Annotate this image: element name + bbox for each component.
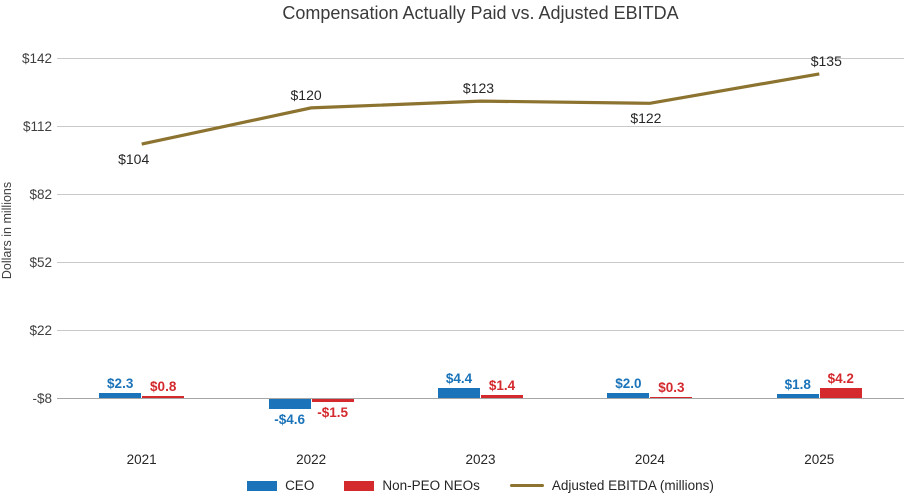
bar-value-label: $1.4 (488, 377, 516, 393)
gridline (57, 57, 904, 59)
legend-label: CEO (285, 478, 315, 493)
bar-ceo-2025 (776, 393, 819, 398)
bar-ceo-2021 (99, 392, 142, 398)
x-axis-label-2024: 2024 (634, 452, 665, 467)
y-tick-label: $142 (21, 50, 52, 66)
legend-label: Non-PEO NEOs (382, 478, 480, 493)
legend-line-swatch (509, 483, 544, 488)
bar-non-peo-neos-2025 (819, 388, 862, 398)
line-value-label: $104 (118, 151, 150, 168)
legend-item: CEO (247, 478, 314, 493)
x-axis-label-2021: 2021 (126, 452, 157, 467)
gridline (57, 261, 904, 263)
x-axis-baseline (57, 397, 904, 399)
line-value-label: $123 (462, 80, 495, 97)
bar-value-label: $4.4 (445, 371, 473, 387)
y-tick-label: $112 (22, 118, 52, 134)
x-axis-label-2022: 2022 (296, 452, 327, 467)
x-axis-label-2025: 2025 (804, 452, 835, 467)
legend-item: Non-PEO NEOs (344, 478, 480, 493)
bar-ceo-2024 (607, 393, 650, 398)
legend: CEO Non-PEO NEOs Adjusted EBITDA (millions… (57, 476, 904, 495)
y-tick-label: -$8 (32, 390, 52, 406)
bar-non-peo-neos-2024 (650, 396, 693, 398)
bar-non-peo-neos-2022 (311, 399, 354, 403)
bar-value-label: -$4.6 (274, 412, 305, 428)
gridline (57, 329, 904, 331)
chart-title: Compensation Actually Paid vs. Adjusted … (282, 3, 679, 23)
bar-non-peo-neos-2021 (142, 396, 185, 398)
bar-value-label: $2.3 (107, 375, 134, 391)
y-tick-label: $22 (29, 322, 52, 338)
bar-value-label: -$1.5 (317, 405, 348, 421)
legend-bar-swatch (247, 480, 278, 491)
legend-item: Adjusted EBITDA (millions) (509, 478, 714, 493)
bar-ceo-2022 (268, 399, 311, 410)
ebitda-polyline (141, 72, 820, 146)
y-tick-label: $82 (29, 186, 52, 202)
bar-value-label: $2.0 (615, 376, 642, 392)
y-axis-title: Dollars in millions (0, 181, 14, 280)
bar-value-label: $4.2 (827, 371, 854, 387)
bar-value-label: $0.8 (150, 379, 177, 395)
gridline (57, 193, 904, 195)
line-value-label: $122 (630, 110, 662, 127)
bar-non-peo-neos-2023 (481, 394, 523, 398)
bar-value-label: $0.3 (658, 379, 685, 395)
legend-bar-swatch (344, 480, 375, 491)
y-tick-label: $52 (29, 254, 52, 270)
bar-value-label: $1.8 (784, 376, 811, 392)
bar-ceo-2023 (438, 388, 480, 398)
gridline (57, 125, 904, 127)
line-value-label: $120 (290, 86, 322, 103)
x-axis-label-2023: 2023 (465, 452, 496, 467)
line-value-label: $135 (810, 52, 842, 69)
legend-label: Adjusted EBITDA (millions) (551, 478, 714, 493)
